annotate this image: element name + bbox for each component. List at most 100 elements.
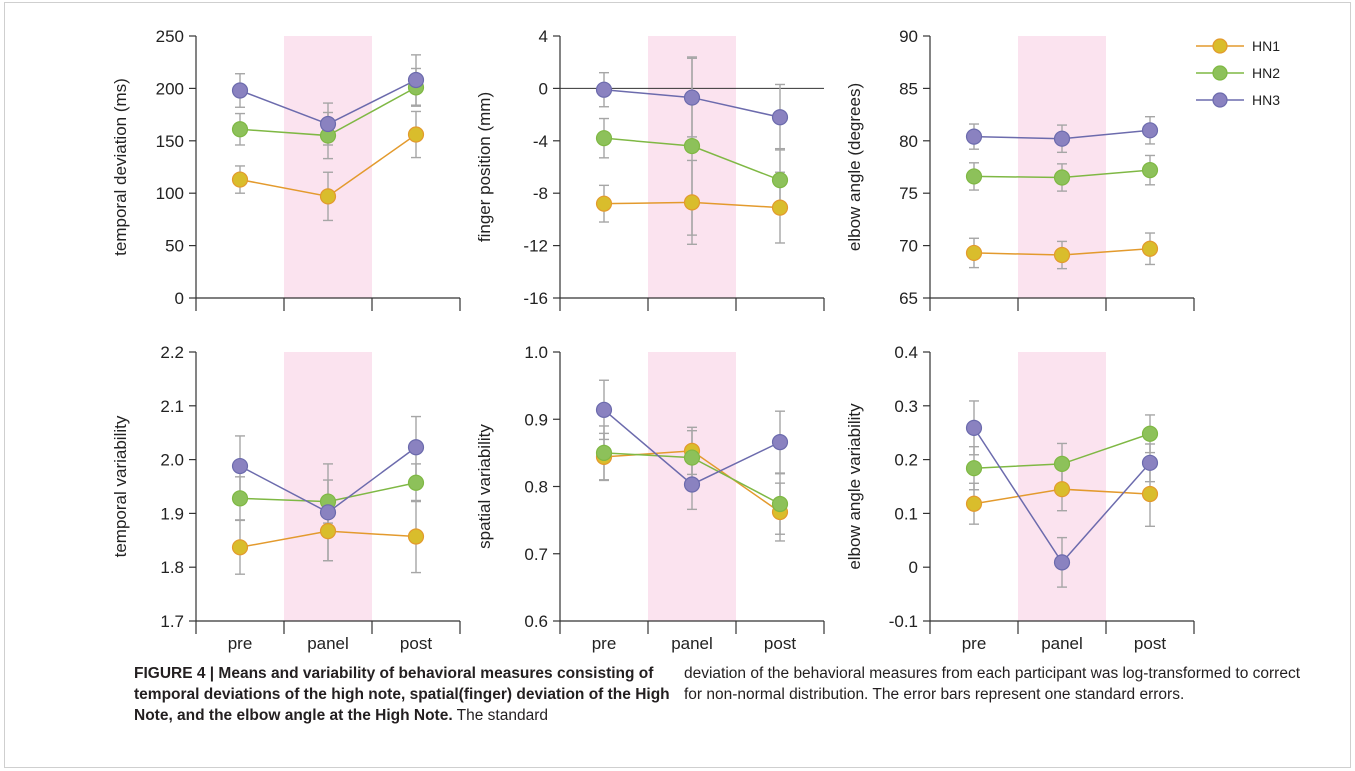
data-point-hn2 bbox=[1141, 425, 1159, 442]
x-tick-label-post: post bbox=[400, 634, 432, 653]
y-tick-label: 0 bbox=[909, 558, 918, 577]
data-point-hn2 bbox=[231, 121, 249, 138]
y-tick-label: 2.0 bbox=[160, 451, 184, 470]
data-point-hn2 bbox=[1053, 169, 1071, 186]
chart-panel-temporal-variability: 2.2 2.1 2.0 1.9 1.8 1.7 temporal variability pr… bbox=[111, 343, 461, 653]
figure-caption-left: FIGURE 4 | Means and variability of beha… bbox=[134, 663, 674, 726]
y-tick-label: 0.3 bbox=[894, 397, 918, 416]
data-point-hn3 bbox=[1141, 454, 1159, 471]
y-tick-label: 0.1 bbox=[894, 504, 918, 523]
data-point-hn3 bbox=[595, 81, 613, 98]
y-axis-label: finger position (mm) bbox=[475, 92, 494, 242]
x-tick-label-pre: pre bbox=[228, 634, 253, 653]
y-tick-label: 4 bbox=[539, 27, 548, 46]
data-point-hn3 bbox=[1053, 130, 1071, 147]
data-point-hn2 bbox=[595, 444, 613, 461]
chart-grid: 250 200 150 100 50 0 temporal deviation (ms) 4 0… bbox=[111, 27, 1280, 653]
y-tick-label: 2.2 bbox=[160, 343, 184, 362]
data-point-hn1 bbox=[1053, 246, 1071, 264]
y-tick-label: -12 bbox=[523, 237, 548, 256]
figure-caption-text-left: The standard bbox=[456, 707, 549, 724]
data-point-hn3 bbox=[683, 89, 701, 106]
y-tick-label: 50 bbox=[165, 237, 184, 256]
chart-panel-finger-position-mm: 4 0 -4 -8 -12 -16 finger position (mm) bbox=[475, 27, 825, 311]
legend-label-hn1: HN1 bbox=[1252, 38, 1280, 54]
y-tick-label: -8 bbox=[533, 184, 548, 203]
chart-panel-elbow-angle-variability: 0.4 0.3 0.2 0.1 0 -0.1 elbow angle variability… bbox=[845, 343, 1195, 653]
data-point-hn2 bbox=[771, 172, 789, 189]
data-point-hn3 bbox=[683, 476, 701, 493]
data-point-hn3 bbox=[771, 109, 789, 126]
y-tick-label: 200 bbox=[156, 79, 184, 98]
data-point-hn1 bbox=[965, 495, 983, 512]
data-point-hn1 bbox=[1141, 485, 1159, 503]
y-tick-label: 100 bbox=[156, 184, 184, 203]
y-tick-label: 0 bbox=[539, 79, 548, 98]
data-point-hn1 bbox=[965, 244, 983, 262]
legend-marker-hn2 bbox=[1212, 65, 1228, 81]
y-axis-label: elbow angle (degrees) bbox=[845, 83, 864, 251]
y-tick-label: -0.1 bbox=[889, 612, 918, 631]
data-point-hn1 bbox=[407, 126, 425, 143]
data-point-hn1 bbox=[771, 199, 789, 216]
y-tick-label: 1.7 bbox=[160, 612, 184, 631]
figure-caption-label: FIGURE 4 | Means and variability of beha… bbox=[134, 665, 670, 724]
data-point-hn3 bbox=[407, 439, 425, 456]
legend-marker-hn3 bbox=[1212, 92, 1228, 108]
legend-marker-hn1 bbox=[1212, 38, 1228, 54]
y-tick-label: 150 bbox=[156, 132, 184, 151]
data-point-hn1 bbox=[683, 194, 701, 211]
data-point-hn2 bbox=[595, 130, 613, 147]
y-tick-label: -4 bbox=[533, 132, 548, 151]
data-point-hn1 bbox=[319, 523, 337, 540]
y-tick-label: 0.8 bbox=[524, 478, 548, 497]
x-tick-label-pre: pre bbox=[592, 634, 617, 653]
data-point-hn2 bbox=[771, 495, 789, 513]
y-tick-label: 85 bbox=[899, 79, 918, 98]
data-point-hn3 bbox=[231, 82, 249, 99]
y-axis-label: temporal variability bbox=[111, 415, 130, 557]
data-point-hn3 bbox=[1141, 122, 1159, 139]
y-tick-label: 250 bbox=[156, 27, 184, 46]
data-point-hn2 bbox=[231, 490, 249, 507]
y-tick-label: 80 bbox=[899, 132, 918, 151]
y-tick-label: 0.6 bbox=[524, 612, 548, 631]
x-tick-label-pre: pre bbox=[962, 634, 987, 653]
y-tick-label: 1.8 bbox=[160, 558, 184, 577]
data-point-hn2 bbox=[1053, 455, 1071, 473]
data-point-hn3 bbox=[1053, 554, 1071, 571]
chart-panel-spatial-variability: 1.0 0.9 0.8 0.7 0.6 spatial variability pre pan… bbox=[475, 343, 825, 653]
chart-panel-temporal-deviation-ms: 250 200 150 100 50 0 temporal deviation (ms) bbox=[111, 27, 461, 311]
y-tick-label: 65 bbox=[899, 289, 918, 308]
data-point-hn3 bbox=[965, 419, 983, 436]
data-point-hn2 bbox=[1141, 162, 1159, 179]
data-point-hn1 bbox=[595, 195, 613, 212]
legend: HN1 HN2 HN3 bbox=[1196, 38, 1280, 108]
legend-label-hn3: HN3 bbox=[1252, 92, 1280, 108]
data-point-hn2 bbox=[965, 460, 983, 477]
data-point-hn3 bbox=[965, 128, 983, 145]
y-tick-label: 70 bbox=[899, 237, 918, 256]
y-tick-label: 0.4 bbox=[894, 343, 918, 362]
data-point-hn3 bbox=[595, 401, 613, 418]
data-point-hn3 bbox=[407, 71, 425, 89]
y-tick-label: 90 bbox=[899, 27, 918, 46]
data-point-hn2 bbox=[965, 168, 983, 185]
y-tick-label: 0.2 bbox=[894, 451, 918, 470]
legend-label-hn2: HN2 bbox=[1252, 65, 1280, 81]
y-tick-label: 2.1 bbox=[160, 397, 184, 416]
data-point-hn3 bbox=[231, 457, 249, 475]
x-tick-label-panel: panel bbox=[307, 634, 349, 653]
y-tick-label: 1.0 bbox=[524, 343, 548, 362]
y-axis-label: temporal deviation (ms) bbox=[111, 78, 130, 256]
data-point-hn1 bbox=[231, 539, 249, 556]
data-point-hn2 bbox=[683, 137, 701, 155]
highlight-band bbox=[284, 36, 372, 298]
data-point-hn2 bbox=[407, 474, 425, 491]
y-tick-label: -16 bbox=[523, 289, 548, 308]
y-tick-label: 0.9 bbox=[524, 410, 548, 429]
y-tick-label: 0 bbox=[175, 289, 184, 308]
data-point-hn3 bbox=[319, 115, 337, 133]
